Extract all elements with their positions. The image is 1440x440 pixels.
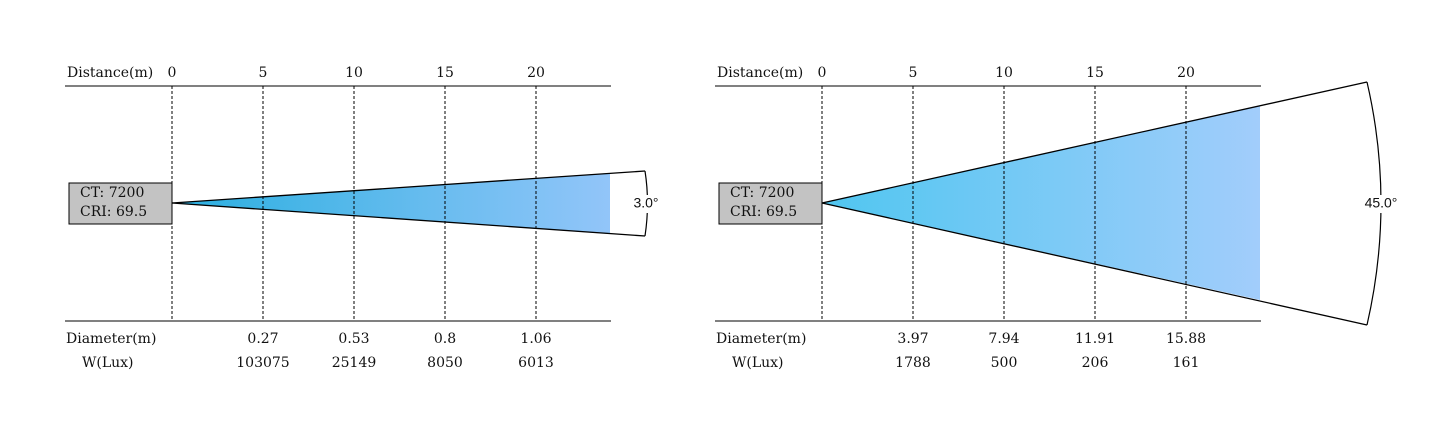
info-box <box>718 182 823 225</box>
distance-tick: 10 <box>995 65 1013 81</box>
info-box <box>68 182 173 225</box>
distance-tick: 5 <box>909 65 918 81</box>
lux-label: W(Lux) <box>732 355 784 371</box>
diameter-value: 11.91 <box>1075 331 1115 347</box>
beam-angle: 3.0° <box>633 195 658 211</box>
distance-tick: 20 <box>527 65 545 81</box>
beam <box>822 106 1260 300</box>
beam-edge <box>171 170 646 204</box>
diameter-value: 0.27 <box>247 331 278 347</box>
lux-value: 161 <box>1173 355 1200 371</box>
diameter-label: Diameter(m) <box>716 331 806 347</box>
diameter-label: Diameter(m) <box>66 331 156 347</box>
lux-value: 25149 <box>332 355 377 371</box>
lux-label: W(Lux) <box>82 355 134 371</box>
lux-value: 1788 <box>895 355 931 371</box>
lux-value: 8050 <box>427 355 463 371</box>
angle-label-bg <box>628 195 664 213</box>
beam <box>172 173 610 234</box>
distance-label: Distance(m) <box>67 65 153 81</box>
info-text: CRI: 69.5 <box>730 204 797 220</box>
info-text: CT: 7200 <box>80 185 144 201</box>
diameter-value: 7.94 <box>988 331 1019 347</box>
distance-tick: 0 <box>168 65 177 81</box>
info-text: CT: 7200 <box>730 185 794 201</box>
beam-angle: 45.0° <box>1365 195 1398 211</box>
lux-value: 6013 <box>518 355 554 371</box>
distance-tick: 10 <box>345 65 363 81</box>
diameter-value: 0.53 <box>338 331 369 347</box>
distance-tick: 5 <box>259 65 268 81</box>
distance-tick: 15 <box>1086 65 1104 81</box>
distance-label: Distance(m) <box>717 65 803 81</box>
diameter-value: 1.06 <box>520 331 551 347</box>
beam-edge <box>171 202 646 237</box>
lux-value: 206 <box>1082 355 1109 371</box>
diameter-value: 3.97 <box>897 331 928 347</box>
lux-value: 103075 <box>236 355 289 371</box>
diameter-value: 15.88 <box>1166 331 1206 347</box>
diameter-value: 0.8 <box>434 331 456 347</box>
info-text: CRI: 69.5 <box>80 204 147 220</box>
angle-label-bg <box>1363 195 1399 213</box>
distance-tick: 0 <box>818 65 827 81</box>
distance-tick: 20 <box>1177 65 1195 81</box>
lux-value: 500 <box>991 355 1018 371</box>
distance-tick: 15 <box>436 65 454 81</box>
